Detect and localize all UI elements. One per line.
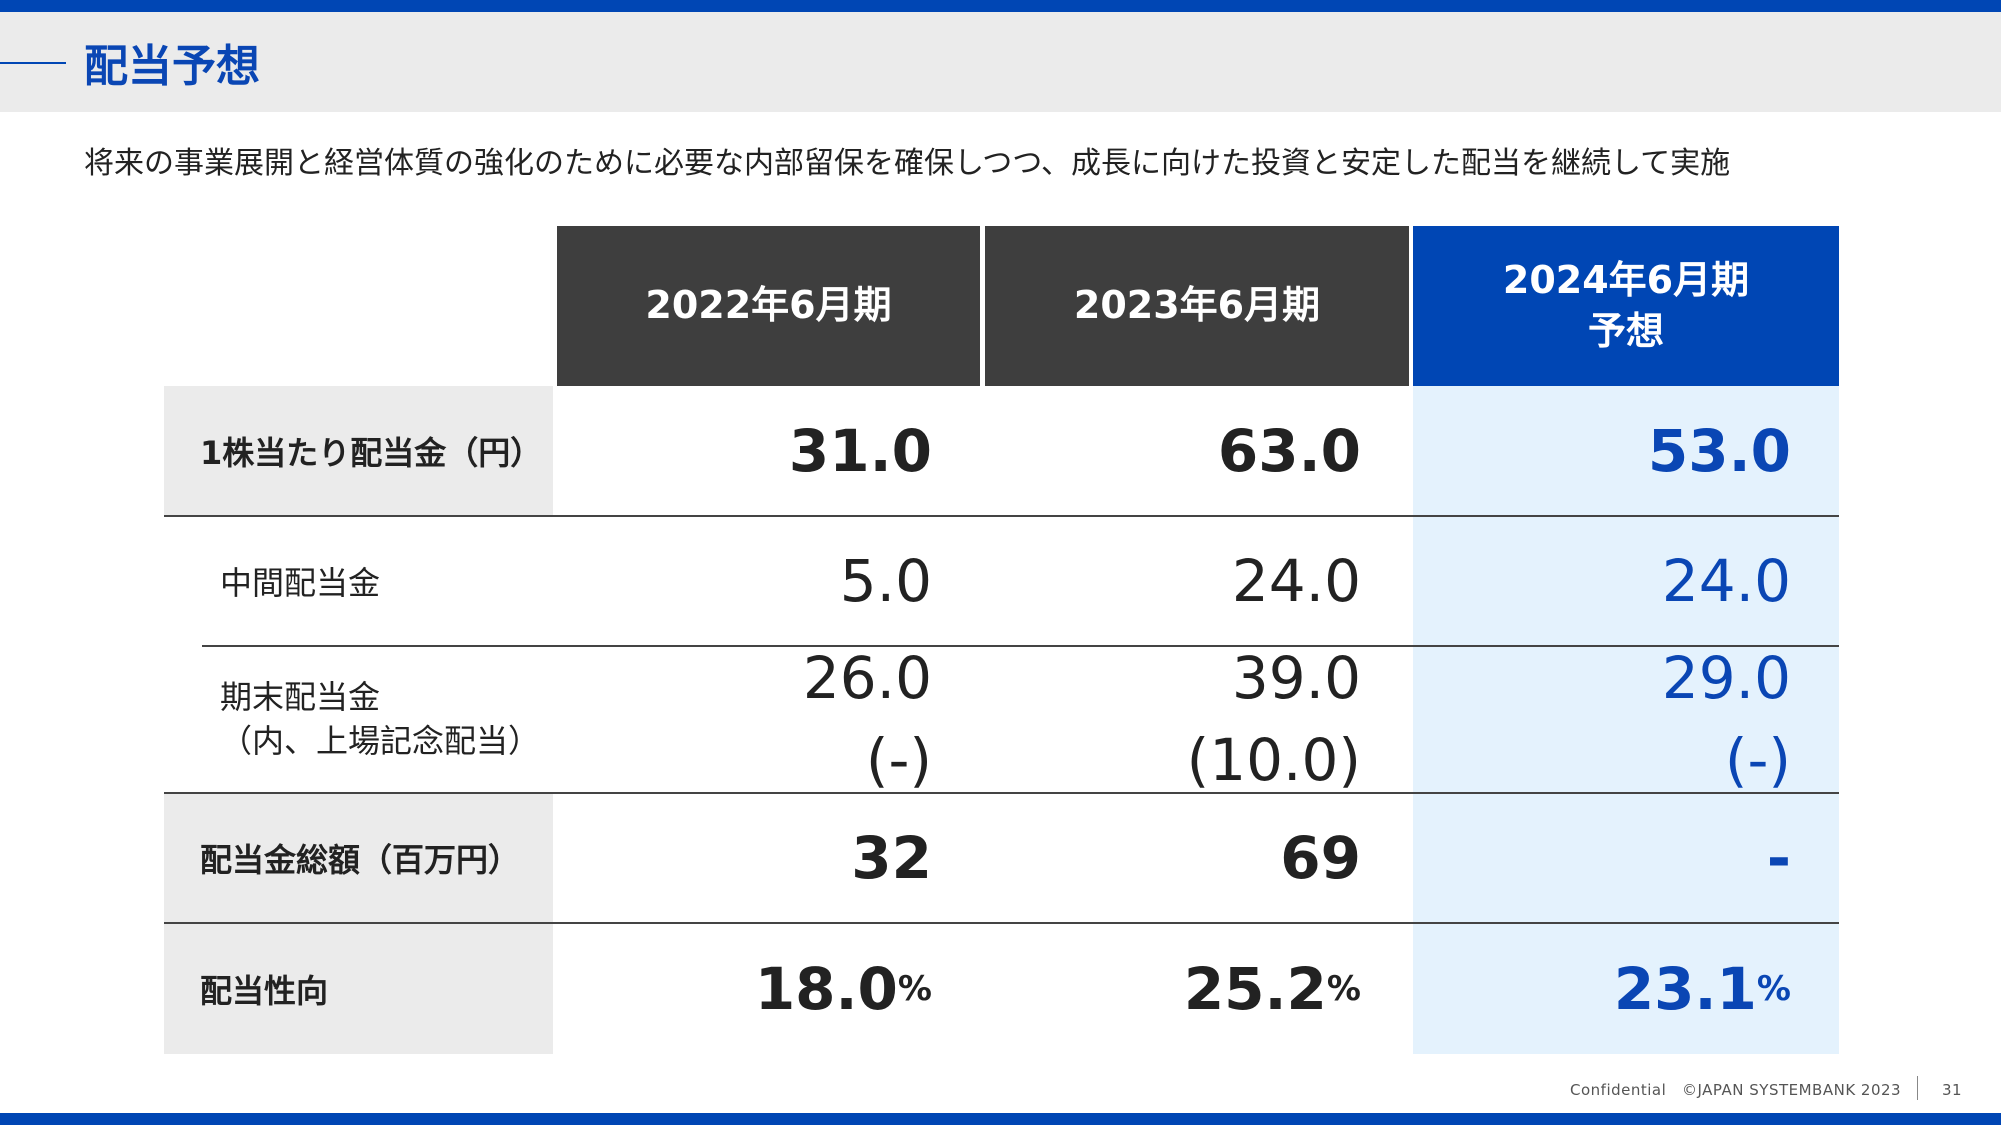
commemorative-value: (10.0)	[1186, 725, 1361, 794]
interim-fy2023: 24.0	[1231, 547, 1361, 615]
dps-fy2024: 53.0	[1413, 386, 1839, 515]
row-dividend-per-share-label: 1株当たり配当金（円）	[164, 386, 553, 515]
dps-fy2022: 31.0	[788, 416, 932, 485]
row-year-end-dividend-label: 期末配当金 （内、上場記念配当）	[164, 647, 553, 792]
year-end-value: 29.0	[1661, 644, 1791, 713]
total-fy2023: 69	[1280, 824, 1361, 892]
year-end-value: 39.0	[1231, 644, 1361, 713]
row-divider	[164, 515, 1839, 517]
header-fy2023-label: 2023年6月期	[1073, 283, 1321, 328]
payout-fy2022: 18.0%	[557, 924, 980, 1054]
row-label-text: 配当性向	[200, 972, 329, 1010]
row-divider	[164, 922, 1839, 924]
year-end-value: 26.0	[802, 644, 932, 713]
row-label-text: 中間配当金	[220, 564, 381, 602]
row-label-text: 配当金総額（百万円）	[200, 841, 521, 879]
total-fy2024: -	[1413, 794, 1839, 922]
header-fy2024-label: 2024年6月期	[1502, 257, 1750, 302]
row-divider	[202, 645, 1839, 647]
percent-unit: %	[1326, 969, 1361, 1009]
percent-unit: %	[1756, 969, 1791, 1009]
page-subtitle: 将来の事業展開と経営体質の強化のために必要な内部留保を確保しつつ、成長に向けた投…	[84, 146, 1731, 181]
year-end-fy2024: 29.0 (-)	[1413, 644, 1839, 794]
total-fy2022: 32	[851, 824, 932, 892]
header-fy2022-label: 2022年6月期	[645, 283, 892, 328]
year-end-fy2023: 39.0 (10.0)	[985, 644, 1409, 793]
footer-copyright: ©JAPAN SYSTEMBANK 2023	[1682, 1081, 1902, 1099]
row-label-line1: 期末配当金	[220, 678, 381, 717]
interim-fy2024: 24.0	[1413, 517, 1839, 645]
title-accent-line	[0, 62, 66, 64]
row-label-text: 1株当たり配当金（円）	[200, 433, 543, 472]
row-total-dividend-label: 配当金総額（百万円）	[164, 794, 553, 922]
top-accent-bar	[0, 0, 2001, 12]
payout-value: 23.1	[1613, 955, 1757, 1023]
payout-fy2024: 23.1%	[1413, 924, 1839, 1054]
percent-unit: %	[897, 969, 932, 1009]
footer-confidential: Confidential	[1570, 1081, 1667, 1099]
payout-value: 18.0	[754, 955, 898, 1023]
header-fy2023: 2023年6月期	[985, 226, 1409, 386]
header-fy2024-forecast: 2024年6月期 予想	[1413, 226, 1839, 386]
year-end-fy2022: 26.0 (-)	[557, 644, 980, 793]
interim-fy2022: 5.0	[839, 547, 932, 615]
commemorative-value: (-)	[865, 725, 932, 794]
page-title: 配当予想	[84, 41, 260, 92]
footer-separator	[1917, 1076, 1918, 1100]
dps-fy2023: 63.0	[1217, 416, 1361, 485]
row-divider	[164, 792, 1839, 794]
payout-fy2023: 25.2%	[985, 924, 1409, 1054]
row-label-line2: （内、上場記念配当）	[220, 721, 541, 760]
header-fy2024-forecast-label: 予想	[1587, 309, 1664, 353]
title-band	[0, 12, 2001, 112]
row-payout-ratio-label: 配当性向	[164, 924, 553, 1054]
page-number: 31	[1942, 1081, 1963, 1099]
payout-value: 25.2	[1183, 955, 1327, 1023]
row-interim-dividend-label: 中間配当金	[164, 517, 553, 645]
commemorative-value: (-)	[1724, 725, 1791, 794]
header-fy2022: 2022年6月期	[557, 226, 980, 386]
bottom-accent-bar	[0, 1113, 2001, 1125]
